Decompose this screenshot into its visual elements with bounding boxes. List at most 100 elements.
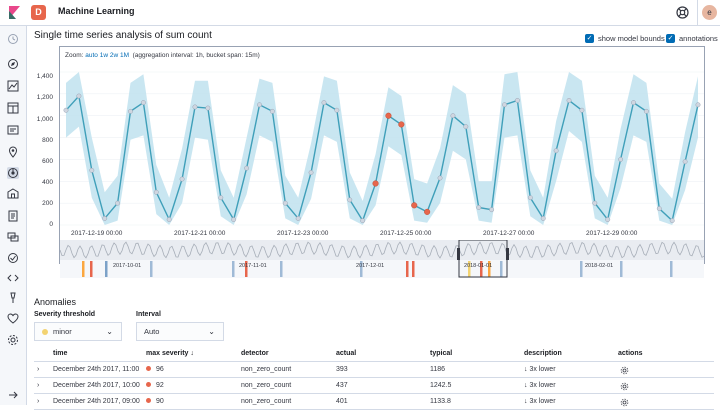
data-point bbox=[282, 200, 288, 206]
swimlane-anomaly-bar bbox=[90, 261, 93, 277]
context-chart[interactable] bbox=[60, 240, 704, 286]
row-actions[interactable] bbox=[620, 398, 629, 409]
column-header-detector[interactable]: detector bbox=[241, 350, 269, 357]
row-typical: 1242.5 bbox=[430, 382, 452, 389]
column-header-max-severity-label: max severity bbox=[146, 350, 189, 357]
anomaly-marker bbox=[385, 112, 392, 119]
apm-icon[interactable] bbox=[7, 231, 19, 243]
y-tick-label: 400 bbox=[42, 179, 53, 186]
collapse-nav-icon[interactable] bbox=[7, 389, 19, 401]
actual-value-line bbox=[65, 94, 699, 223]
machine-learning-icon[interactable] bbox=[7, 167, 19, 179]
side-nav bbox=[0, 26, 27, 405]
column-header-actual[interactable]: actual bbox=[336, 350, 357, 357]
zoom-controls: Zoom: auto 1w 2w 1M (aggregation interva… bbox=[65, 52, 260, 59]
management-icon[interactable] bbox=[7, 334, 19, 346]
data-point bbox=[669, 218, 675, 224]
row-actual: 437 bbox=[336, 382, 348, 389]
column-header-max-severity[interactable]: max severity ↓ bbox=[146, 350, 194, 357]
data-point bbox=[643, 108, 649, 114]
infrastructure-icon[interactable] bbox=[7, 188, 19, 200]
critical-severity-dot bbox=[146, 366, 151, 371]
row-time: December 24th 2017, 10:00 bbox=[53, 382, 140, 389]
chart-section-title: Single time series analysis of sum count bbox=[34, 30, 212, 41]
discover-icon[interactable] bbox=[7, 58, 19, 70]
maps-icon[interactable] bbox=[7, 146, 19, 158]
kibana-logo-icon[interactable] bbox=[7, 6, 21, 20]
severity-threshold-label: Severity threshold bbox=[34, 311, 96, 318]
swimlane-anomaly-bar bbox=[150, 261, 153, 277]
interval-select[interactable]: Auto ⌄ bbox=[136, 322, 224, 341]
table-row[interactable]: › December 24th 2017, 10:00 92 non_zero_cou… bbox=[34, 378, 714, 394]
heartbeat-icon[interactable] bbox=[7, 313, 19, 325]
uptime-icon[interactable] bbox=[7, 252, 19, 264]
expand-row-icon[interactable]: › bbox=[37, 398, 40, 405]
column-header-typical[interactable]: typical bbox=[430, 350, 453, 357]
show-model-bounds-checkbox[interactable]: ✓ show model bounds bbox=[585, 34, 665, 43]
row-actions[interactable] bbox=[620, 382, 629, 393]
visualize-icon[interactable] bbox=[7, 80, 19, 92]
table-row[interactable]: › December 24th 2017, 11:00 96 non_zero_cou… bbox=[34, 362, 714, 378]
data-point bbox=[656, 206, 662, 212]
row-description: ↓ 3x lower bbox=[524, 398, 556, 405]
anomaly-marker bbox=[398, 121, 405, 128]
swimlane-anomaly-bar bbox=[245, 261, 248, 277]
annotations-checkbox[interactable]: ✓ annotations bbox=[666, 34, 718, 43]
context-tick-label: 2017-10-01 bbox=[113, 263, 142, 269]
expand-row-icon[interactable]: › bbox=[37, 366, 40, 373]
canvas-icon[interactable] bbox=[7, 124, 19, 136]
data-point bbox=[540, 215, 546, 221]
arrow-down-icon: ↓ bbox=[524, 398, 528, 405]
gear-icon[interactable] bbox=[620, 398, 629, 407]
recently-viewed-icon[interactable] bbox=[7, 33, 19, 45]
gear-icon[interactable] bbox=[620, 366, 629, 375]
data-point bbox=[579, 107, 585, 113]
expand-row-icon[interactable]: › bbox=[37, 382, 40, 389]
y-tick-label: 1,200 bbox=[36, 94, 53, 101]
data-point bbox=[695, 102, 701, 108]
checkbox-checked-icon: ✓ bbox=[585, 34, 594, 43]
zoom-1m-link[interactable]: 1M bbox=[119, 52, 129, 59]
swimlane-background bbox=[60, 260, 704, 278]
dashboard-icon[interactable] bbox=[7, 102, 19, 114]
logs-icon[interactable] bbox=[7, 210, 19, 222]
data-point bbox=[244, 165, 250, 171]
row-time: December 24th 2017, 11:00 bbox=[53, 366, 140, 373]
data-point bbox=[192, 104, 198, 110]
x-tick-label: 2017-12-27 00:00 bbox=[483, 230, 535, 237]
space-avatar[interactable]: D bbox=[31, 5, 46, 20]
data-point bbox=[682, 159, 688, 165]
table-row[interactable]: › December 24th 2017, 09:00 90 non_zero_cou… bbox=[34, 394, 714, 410]
severity-threshold-select[interactable]: minor ⌄ bbox=[34, 322, 122, 341]
dev-tools-icon[interactable] bbox=[7, 272, 19, 284]
stack-monitoring-icon[interactable] bbox=[7, 292, 19, 304]
interval-value: Auto bbox=[144, 327, 160, 336]
row-actual: 393 bbox=[336, 366, 348, 373]
zoom-auto-link[interactable]: auto bbox=[85, 52, 98, 59]
brush-handle-left bbox=[457, 248, 460, 260]
gear-icon[interactable] bbox=[620, 382, 629, 391]
data-point bbox=[347, 197, 353, 203]
data-point bbox=[63, 107, 69, 113]
data-point bbox=[102, 215, 108, 221]
column-header-description[interactable]: description bbox=[524, 350, 562, 357]
focus-chart[interactable] bbox=[60, 66, 704, 231]
table-header-divider bbox=[34, 361, 714, 362]
row-actions[interactable] bbox=[620, 366, 629, 377]
help-icon[interactable] bbox=[676, 6, 689, 19]
data-point bbox=[463, 124, 469, 130]
data-point bbox=[527, 195, 533, 201]
swimlane-anomaly-bar bbox=[500, 261, 503, 277]
column-header-time[interactable]: time bbox=[53, 350, 68, 357]
user-avatar[interactable]: e bbox=[702, 5, 717, 20]
data-point bbox=[514, 97, 520, 103]
zoom-1w-link[interactable]: 1w bbox=[99, 52, 109, 59]
critical-severity-dot bbox=[146, 382, 151, 387]
context-tick-label: 2018-02-01 bbox=[585, 263, 614, 269]
swimlane-anomaly-bar bbox=[360, 261, 363, 277]
swimlane-anomaly-bar bbox=[480, 261, 483, 277]
data-point bbox=[76, 93, 82, 99]
annotations-label: annotations bbox=[679, 34, 718, 43]
zoom-2w-link[interactable]: 2w bbox=[109, 52, 119, 59]
data-point bbox=[128, 108, 133, 114]
